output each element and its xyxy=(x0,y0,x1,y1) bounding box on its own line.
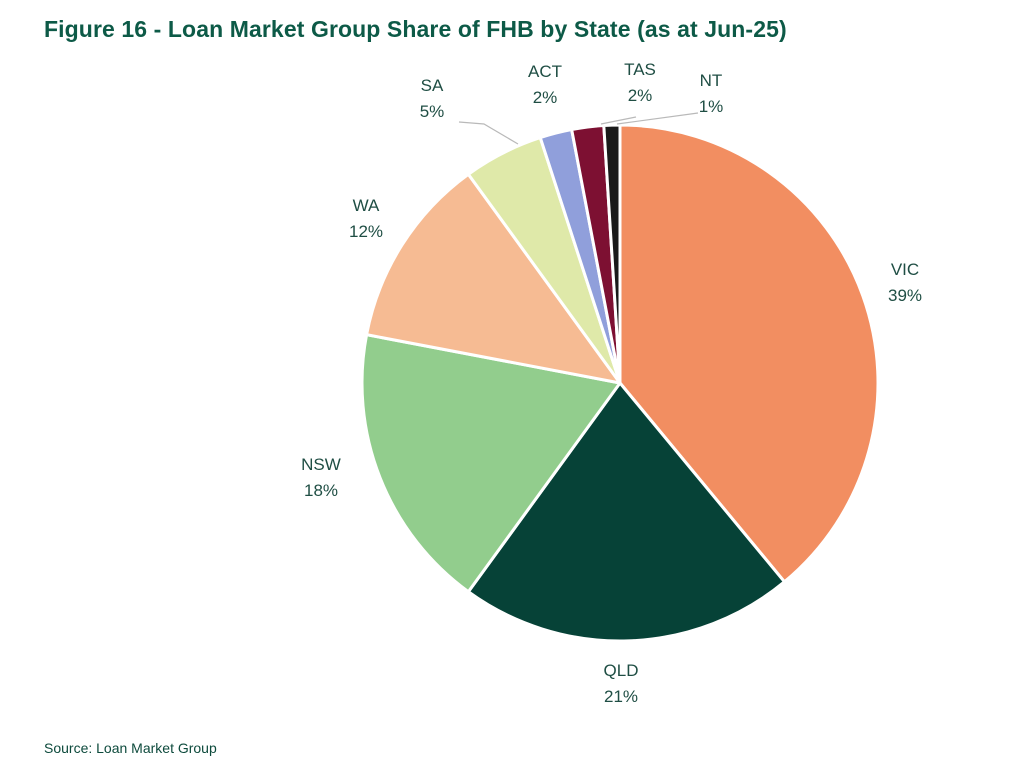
pie-slice-nt xyxy=(602,123,622,385)
slice-label-vic: VIC 39% xyxy=(888,260,922,305)
slice-label-nt-value: 1% xyxy=(699,97,724,116)
slice-label-act-value: 2% xyxy=(533,88,558,107)
label-leader-lines xyxy=(458,112,699,145)
leader-line-sa xyxy=(458,121,519,145)
pie-slices xyxy=(360,123,880,643)
slice-label-act-name: ACT xyxy=(528,62,562,81)
pie-slice-vic xyxy=(618,123,880,584)
slice-labels: VIC 39% QLD 21% NSW 18% WA 12% SA 5% ACT 2% TAS 2% NT 1… xyxy=(301,60,922,706)
slice-label-vic-value: 39% xyxy=(888,286,922,305)
pie-slice-wa xyxy=(365,172,622,385)
slice-label-wa-value: 12% xyxy=(349,222,383,241)
slice-label-tas: TAS 2% xyxy=(624,60,656,105)
slice-label-sa-name: SA xyxy=(421,76,444,95)
leader-line-nt xyxy=(616,112,699,125)
pie-slice-nsw xyxy=(360,333,622,594)
slice-label-qld-name: QLD xyxy=(604,661,639,680)
slice-label-act: ACT 2% xyxy=(528,62,562,107)
slice-label-nt-name: NT xyxy=(700,71,723,90)
leader-line-tas xyxy=(600,116,637,125)
slice-label-qld: QLD 21% xyxy=(604,661,639,706)
slice-label-tas-name: TAS xyxy=(624,60,656,79)
slice-label-wa: WA 12% xyxy=(349,196,383,241)
slice-label-nsw-name: NSW xyxy=(301,455,341,474)
slice-label-nsw: NSW 18% xyxy=(301,455,341,500)
pie-slice-qld xyxy=(466,381,786,643)
slice-label-vic-name: VIC xyxy=(891,260,919,279)
slice-label-sa: SA 5% xyxy=(420,76,445,121)
slice-label-sa-value: 5% xyxy=(420,102,445,121)
slice-label-nt: NT 1% xyxy=(699,71,724,116)
slice-label-nsw-value: 18% xyxy=(304,481,338,500)
source-note: Source: Loan Market Group xyxy=(44,740,217,756)
slice-label-wa-name: WA xyxy=(353,196,380,215)
slice-label-tas-value: 2% xyxy=(628,86,653,105)
slice-label-qld-value: 21% xyxy=(604,687,638,706)
chart-title: Figure 16 - Loan Market Group Share of F… xyxy=(44,16,787,42)
